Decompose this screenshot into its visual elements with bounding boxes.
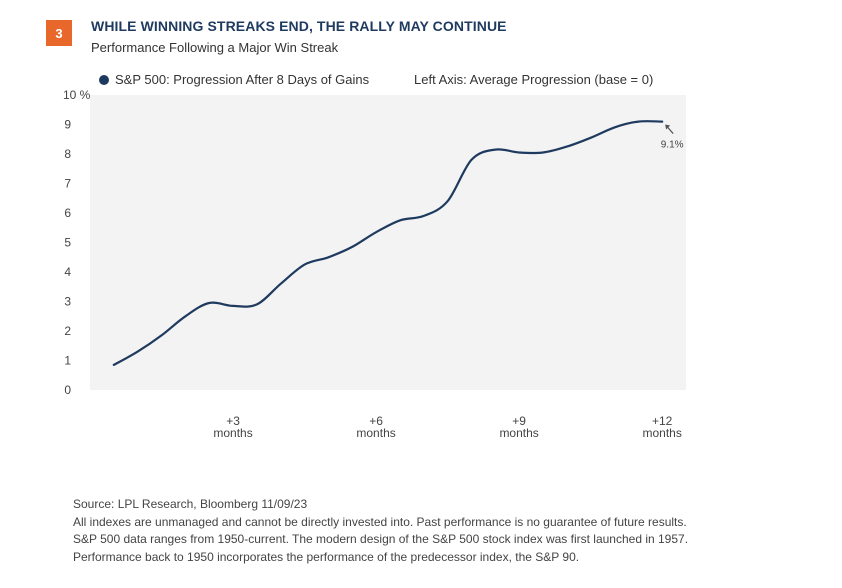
x-tick-label: months [642,426,681,440]
y-tick-label: 9 [64,118,71,132]
y-tick-label: 2 [64,324,71,338]
legend-series-label: S&P 500: Progression After 8 Days of Gai… [115,72,370,87]
footnote-source: Source: LPL Research, Bloomberg 11/09/23 [73,497,308,511]
series-line [112,120,664,366]
footnote-data-range: S&P 500 data ranges from 1950-current. T… [73,532,689,546]
footnote-disclaimer: All indexes are unmanaged and cannot be … [73,514,687,529]
axis-note: Left Axis: Average Progression (base = 0… [414,72,654,87]
end-value-label: 9.1% [661,140,684,151]
x-tick-label: months [213,426,252,440]
y-tick-label: 0 [64,383,71,397]
x-tick-label: months [356,426,395,440]
annotation-arrow-head [665,124,671,130]
x-tick-label: +9 [512,414,526,428]
legend-dot-icon [99,74,109,85]
footnote-predecessor: Performance back to 1950 incorporates th… [73,549,580,564]
y-tick-label: 4 [64,265,71,279]
footnotes: Source: LPL Research, Bloomberg 11/09/23… [73,496,688,566]
legend: S&P 500: Progression After 8 Days of Gai… [99,72,369,87]
y-tick-label: 7 [64,177,71,191]
y-tick-label: 6 [64,206,71,220]
chart-title: WHILE WINNING STREAKS END, THE RALLY MAY… [91,18,507,34]
y-tick-label: 10 % [63,88,91,102]
x-tick-label: months [499,426,538,440]
chart-subtitle: Performance Following a Major Win Streak [91,40,339,55]
figure-number-badge: 3 [46,20,72,46]
plot-area [90,95,686,390]
x-tick-label: +6 [369,414,383,428]
x-tick-label: +3 [226,414,240,428]
y-tick-label: 1 [64,354,71,368]
y-tick-label: 5 [64,236,71,250]
y-tick-label: 3 [64,295,71,309]
x-tick-label: +12 [652,414,673,428]
y-tick-label: 8 [64,147,71,161]
